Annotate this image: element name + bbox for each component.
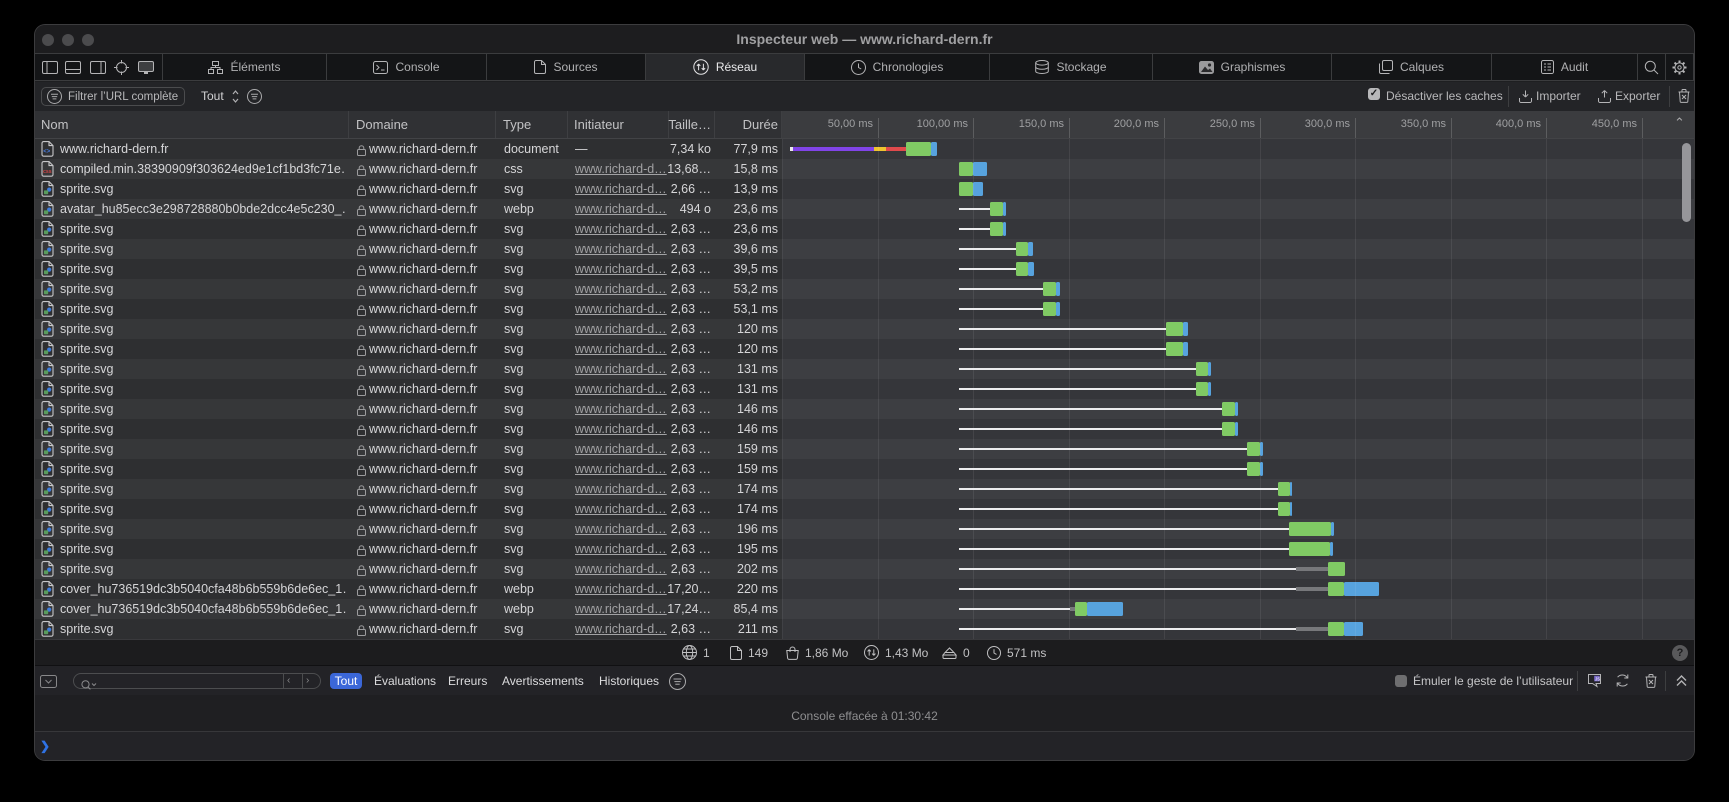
svg-text:JS: JS [1595, 676, 1600, 681]
svg-text:<>: <> [43, 149, 51, 155]
svg-text:css: css [43, 169, 52, 175]
